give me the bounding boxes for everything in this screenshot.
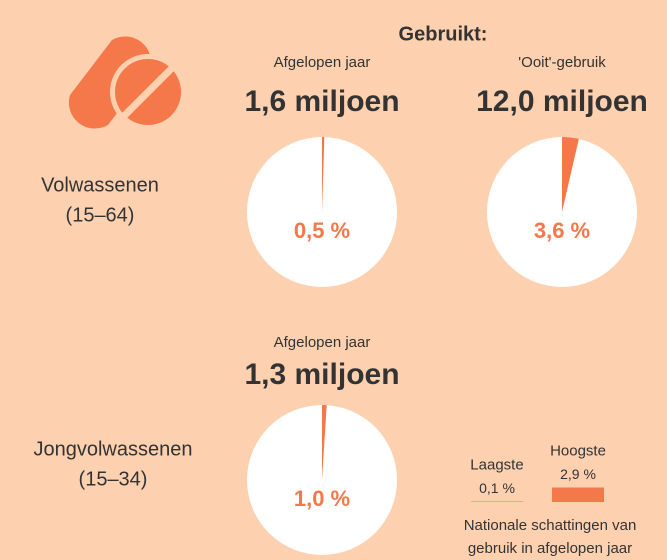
pie-title: Afgelopen jaar bbox=[274, 334, 371, 351]
tablet-score bbox=[121, 65, 175, 119]
pie-slice bbox=[322, 137, 325, 212]
row-label: (15–34) bbox=[79, 468, 148, 490]
pill-icon bbox=[68, 36, 186, 130]
value-label: 2,9 % bbox=[560, 466, 596, 482]
pie-title: Afgelopen jaar bbox=[274, 54, 371, 71]
row-label: Jongvolwassenen bbox=[34, 438, 193, 460]
bar bbox=[552, 487, 604, 502]
pie-subtitle: 12,0 miljoen bbox=[476, 85, 648, 118]
category-label: Hoogste bbox=[550, 442, 606, 459]
value-label: 3,6 % bbox=[534, 218, 590, 243]
pie-title: 'Ooit'-gebruik bbox=[518, 54, 606, 71]
row-label: Volwassenen bbox=[41, 174, 159, 196]
category-label: Laagste bbox=[470, 456, 523, 473]
value-label: 0,5 % bbox=[294, 218, 350, 243]
value-label: 0,1 % bbox=[479, 480, 515, 496]
pie-slice bbox=[562, 137, 579, 212]
pie-subtitle: 1,6 miljoen bbox=[244, 85, 399, 118]
caption: Nationale schattingen van bbox=[464, 517, 637, 534]
bar bbox=[471, 501, 523, 502]
caption: gebruik in afgelopen jaar bbox=[468, 540, 632, 557]
pie-subtitle: 1,3 miljoen bbox=[244, 358, 399, 391]
header-title: Gebruikt: bbox=[399, 23, 488, 45]
pie-slice bbox=[322, 404, 327, 480]
row-label: (15–64) bbox=[66, 204, 135, 226]
value-label: 1,0 % bbox=[294, 486, 350, 511]
